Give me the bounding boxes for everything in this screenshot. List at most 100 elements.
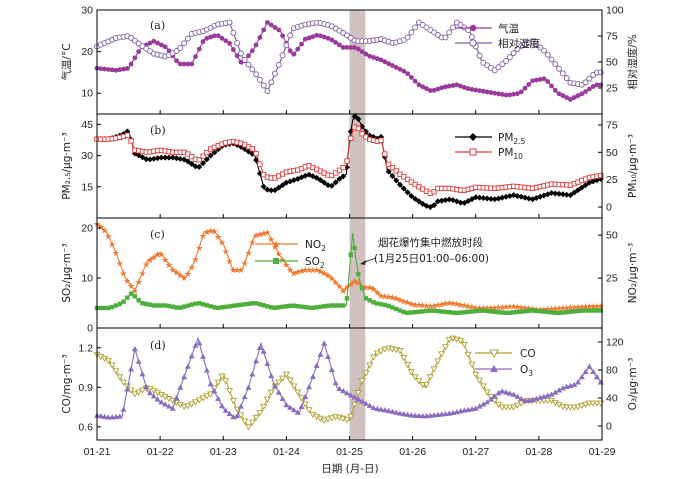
data-point [260, 183, 267, 190]
data-point: ★ [407, 300, 415, 310]
data-point [336, 385, 343, 392]
data-point: ★ [400, 297, 408, 307]
data-point [447, 310, 452, 315]
data-point [582, 401, 590, 408]
data-point [264, 88, 271, 95]
data-point [204, 35, 210, 41]
data-point: ★ [256, 230, 264, 240]
data-point [256, 344, 263, 351]
data-point [275, 389, 282, 395]
data-point: ★ [445, 299, 453, 309]
data-point [143, 383, 150, 389]
data-point: ★ [578, 303, 586, 313]
data-point: ★ [582, 303, 590, 313]
data-point [564, 95, 570, 100]
data-point: ★ [362, 283, 370, 293]
panel-c-letter: (c) [150, 228, 165, 241]
data-point [559, 70, 566, 77]
right-tick-label: 25 [606, 273, 618, 285]
data-point [132, 294, 138, 299]
data-point [526, 82, 532, 87]
data-point: ★ [271, 243, 279, 253]
data-point [291, 303, 297, 308]
data-point [534, 308, 539, 314]
data-point [487, 195, 494, 202]
data-point [500, 310, 505, 315]
data-point [261, 27, 267, 33]
data-point [204, 149, 210, 156]
data-point [397, 410, 403, 416]
data-point: ★ [108, 241, 116, 251]
data-point [280, 33, 285, 39]
data-point [420, 309, 425, 314]
data-point [310, 305, 316, 311]
data-point [241, 56, 248, 63]
data-point [135, 389, 143, 396]
data-point: ★ [498, 303, 506, 313]
data-point [340, 164, 346, 171]
right-tick-label: 0 [606, 421, 612, 433]
data-point [430, 366, 438, 373]
data-point [431, 189, 437, 195]
data-point [487, 396, 494, 402]
data-point [499, 92, 505, 97]
data-point [389, 408, 396, 414]
data-point [578, 403, 586, 410]
data-point [515, 91, 520, 97]
data-point: ★ [517, 303, 525, 313]
data-point [415, 198, 422, 205]
data-point [193, 54, 198, 59]
left-tick-label: 30 [81, 150, 93, 162]
data-point [475, 377, 484, 384]
data-point [491, 67, 498, 74]
data-point [178, 305, 183, 310]
data-point [355, 46, 361, 52]
data-point [359, 398, 366, 404]
data-point [226, 19, 233, 26]
data-point [537, 309, 543, 314]
data-point [397, 66, 403, 72]
data-point [222, 407, 229, 413]
data-point: ★ [260, 229, 268, 239]
data-point [548, 56, 555, 63]
data-point [272, 70, 278, 77]
data-point [275, 61, 282, 68]
panel-a-letter: (a) [150, 19, 165, 32]
left-tick-label: 0.9 [78, 382, 93, 394]
data-point [522, 85, 528, 91]
series-2-1 [94, 232, 603, 316]
data-point [408, 74, 414, 80]
data-point [275, 184, 282, 191]
data-point [169, 154, 176, 161]
data-point [548, 391, 555, 397]
data-point [393, 177, 400, 184]
data-point [367, 298, 372, 303]
left-axis-label: SO₂/μg·m⁻³ [61, 243, 73, 302]
data-point [352, 245, 357, 251]
data-point [106, 305, 111, 311]
data-point [545, 79, 551, 84]
data-point [396, 347, 404, 355]
data-point: ★ [343, 284, 351, 294]
data-point [177, 61, 183, 67]
data-point [253, 301, 259, 306]
data-point [586, 363, 593, 369]
data-point: ★ [468, 303, 476, 313]
data-point [370, 404, 377, 410]
data-point [454, 82, 460, 88]
data-point [352, 45, 357, 50]
data-point [248, 419, 256, 426]
data-point: ★ [199, 232, 207, 242]
data-point: ★ [347, 281, 355, 291]
data-point [344, 45, 350, 50]
data-point [412, 309, 418, 315]
data-point [328, 182, 335, 189]
data-point [443, 84, 448, 90]
data-point [465, 86, 471, 92]
x-tick-label: 01-25 [336, 446, 363, 458]
data-point [238, 302, 244, 308]
data-point: ★ [415, 301, 423, 311]
data-point [593, 374, 600, 380]
data-point [333, 40, 339, 45]
data-point [533, 41, 540, 48]
